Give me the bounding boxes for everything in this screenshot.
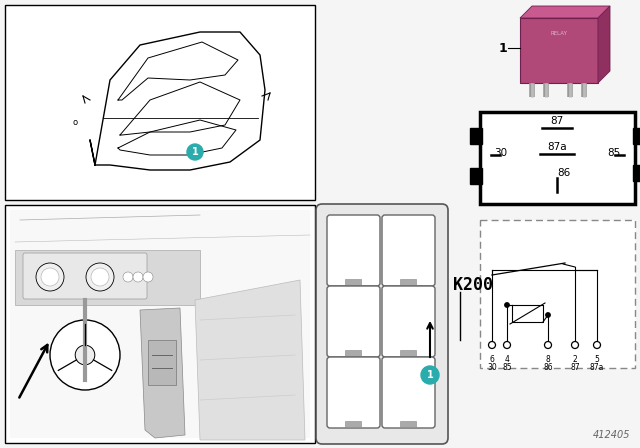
Bar (345, 421, 361, 427)
Text: 5: 5 (595, 355, 600, 364)
Circle shape (488, 341, 495, 349)
Bar (633, 128, 640, 144)
Text: K200: K200 (453, 276, 493, 294)
Circle shape (123, 272, 133, 282)
FancyBboxPatch shape (316, 204, 448, 444)
Circle shape (86, 263, 114, 291)
Text: 85: 85 (607, 148, 620, 158)
Bar (5, 205, 315, 443)
Text: 4: 4 (504, 355, 509, 364)
Text: 86: 86 (557, 168, 570, 178)
Text: 86: 86 (543, 363, 553, 372)
Text: 6: 6 (490, 355, 495, 364)
Text: 30: 30 (494, 148, 507, 158)
Bar (5, 5, 315, 200)
Circle shape (91, 268, 109, 286)
Text: 87a: 87a (547, 142, 567, 152)
Bar (345, 279, 361, 285)
Text: 30: 30 (487, 363, 497, 372)
Bar (400, 350, 416, 356)
Text: RELAY: RELAY (550, 30, 568, 35)
Circle shape (41, 268, 59, 286)
FancyBboxPatch shape (327, 357, 380, 428)
Circle shape (50, 320, 120, 390)
Bar (400, 421, 416, 427)
Bar (480, 220, 635, 368)
Bar (470, 168, 482, 184)
Text: 87a: 87a (590, 363, 604, 372)
FancyBboxPatch shape (382, 357, 435, 428)
Bar (15, 250, 200, 305)
Text: 8: 8 (546, 355, 550, 364)
Circle shape (36, 263, 64, 291)
Circle shape (545, 341, 552, 349)
Text: 412405: 412405 (593, 430, 630, 440)
Bar (480, 112, 635, 204)
Circle shape (143, 272, 153, 282)
Circle shape (187, 144, 203, 160)
Circle shape (76, 345, 95, 365)
Text: 87: 87 (570, 363, 580, 372)
Text: 1: 1 (499, 42, 507, 55)
Bar (633, 165, 640, 181)
Text: 2: 2 (573, 355, 577, 364)
Bar (470, 128, 482, 144)
Circle shape (505, 303, 509, 307)
Circle shape (593, 341, 600, 349)
Circle shape (546, 313, 550, 317)
Polygon shape (520, 6, 610, 18)
Polygon shape (140, 308, 185, 438)
Bar (520, 18, 598, 83)
FancyBboxPatch shape (23, 253, 147, 299)
Bar (148, 340, 176, 385)
Circle shape (572, 341, 579, 349)
Bar (400, 279, 416, 285)
Circle shape (133, 272, 143, 282)
Bar (345, 350, 361, 356)
Bar (10, 210, 310, 438)
Text: 87: 87 (550, 116, 564, 126)
Polygon shape (195, 280, 305, 440)
FancyBboxPatch shape (382, 286, 435, 357)
FancyBboxPatch shape (382, 215, 435, 286)
FancyBboxPatch shape (327, 215, 380, 286)
Text: 1: 1 (427, 370, 433, 380)
Circle shape (504, 341, 511, 349)
FancyBboxPatch shape (327, 286, 380, 357)
Text: o: o (72, 117, 77, 126)
Text: 85: 85 (502, 363, 512, 372)
Circle shape (421, 366, 439, 384)
Text: 1: 1 (191, 147, 198, 157)
Polygon shape (598, 6, 610, 83)
